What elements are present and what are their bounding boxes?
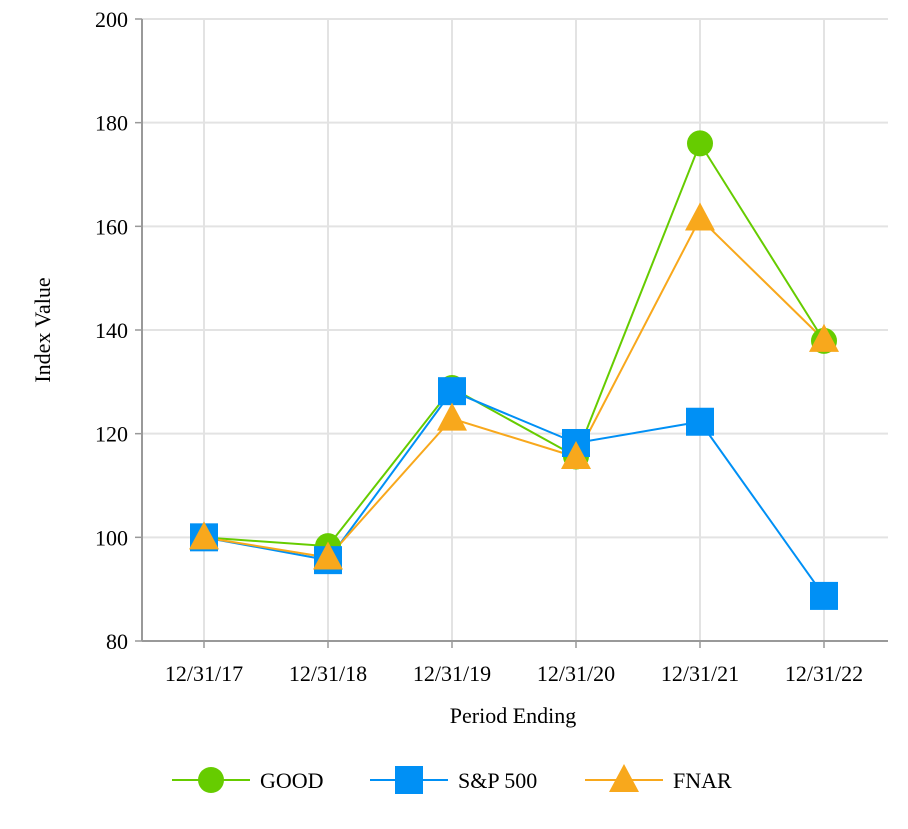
- data-point-fnar: [809, 323, 839, 352]
- y-tick-label: 180: [95, 111, 128, 136]
- y-tick-label: 160: [95, 214, 128, 239]
- y-axis-label: Index Value: [30, 277, 55, 382]
- y-tick-label: 200: [95, 7, 128, 32]
- x-tick-label: 12/31/17: [165, 661, 243, 686]
- series-line-fnar: [203, 216, 825, 559]
- x-axis-label: Period Ending: [450, 703, 577, 728]
- y-tick-label: 140: [95, 318, 128, 343]
- legend-marker-fnar: [609, 764, 639, 792]
- x-tick-label: 12/31/20: [537, 661, 615, 686]
- x-tick-label: 12/31/22: [785, 661, 863, 686]
- x-tick-label: 12/31/19: [413, 661, 491, 686]
- x-tick-label: 12/31/21: [661, 661, 739, 686]
- series-line-good: [203, 141, 825, 548]
- legend-label-s-p-500: S&P 500: [458, 768, 537, 793]
- legend-marker-s-p-500: [395, 766, 423, 794]
- x-tick-label: 12/31/18: [289, 661, 367, 686]
- series-line-s-p-500: [203, 389, 825, 597]
- data-point-good: [687, 130, 713, 157]
- y-tick-label: 100: [95, 525, 128, 550]
- data-point-s-p-500: [438, 377, 466, 406]
- legend-label-good: GOOD: [260, 768, 324, 793]
- legend-marker-good: [198, 767, 224, 793]
- data-point-s-p-500: [810, 581, 838, 610]
- data-point-fnar: [189, 521, 219, 550]
- legend-label-fnar: FNAR: [673, 768, 732, 793]
- y-tick-label: 80: [106, 629, 128, 654]
- data-point-fnar: [561, 440, 591, 469]
- data-point-fnar: [685, 202, 715, 231]
- data-point-s-p-500: [686, 407, 714, 436]
- data-point-fnar: [313, 541, 343, 570]
- y-tick-label: 120: [95, 422, 128, 447]
- data-point-fnar: [437, 402, 467, 431]
